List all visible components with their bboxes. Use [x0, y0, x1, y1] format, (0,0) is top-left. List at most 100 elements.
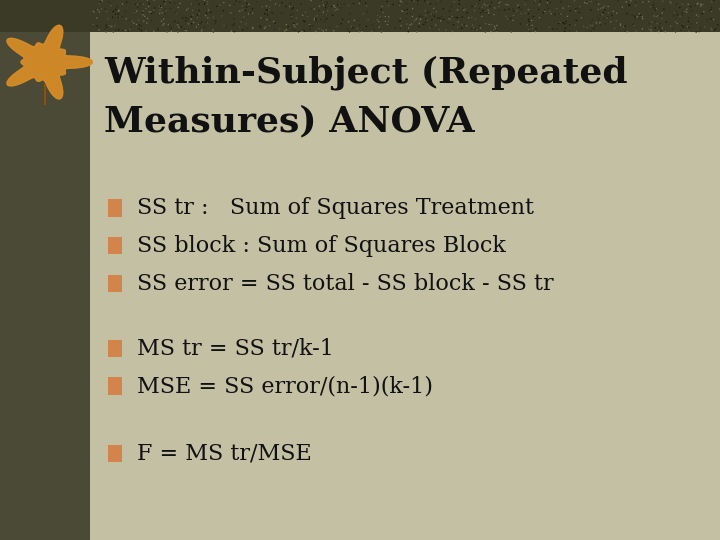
- Point: [148, 8, 159, 17]
- Point: [480, 2, 491, 10]
- Point: [672, 19, 683, 28]
- Point: [117, 0, 128, 9]
- Point: [467, 2, 478, 11]
- Point: [649, 17, 661, 26]
- Point: [474, 21, 485, 30]
- Point: [408, 0, 420, 5]
- Point: [579, 0, 590, 7]
- Point: [136, 26, 148, 35]
- Point: [337, 15, 348, 24]
- Point: [202, 0, 213, 9]
- Point: [305, 25, 316, 34]
- Point: [107, 8, 119, 16]
- Point: [234, 23, 246, 31]
- Point: [305, 4, 317, 13]
- Point: [172, 28, 184, 37]
- Point: [305, 0, 317, 5]
- Point: [502, 15, 513, 23]
- Point: [395, 22, 407, 30]
- Point: [335, 3, 346, 12]
- Point: [563, 2, 575, 10]
- Point: [407, 12, 418, 21]
- Point: [490, 24, 501, 32]
- Point: [194, 19, 206, 28]
- Point: [677, 0, 688, 9]
- Point: [475, 8, 487, 17]
- Point: [400, 14, 412, 23]
- Point: [683, 14, 694, 22]
- Point: [237, 2, 248, 10]
- Point: [528, 12, 539, 21]
- Point: [366, 21, 378, 30]
- Point: [251, 0, 263, 6]
- Point: [194, 6, 205, 15]
- Point: [588, 24, 599, 33]
- Point: [158, 21, 169, 30]
- Point: [94, 0, 106, 8]
- Point: [660, 28, 671, 36]
- Point: [680, 7, 691, 16]
- Point: [534, 1, 545, 9]
- Point: [529, 0, 541, 5]
- Point: [613, 0, 624, 5]
- Point: [262, 6, 274, 15]
- FancyBboxPatch shape: [108, 445, 122, 462]
- Point: [571, 27, 582, 36]
- Point: [322, 11, 333, 19]
- Point: [261, 17, 273, 25]
- Point: [276, 9, 287, 18]
- Point: [331, 5, 343, 14]
- Point: [645, 25, 657, 34]
- Point: [582, 0, 593, 6]
- Point: [207, 25, 219, 34]
- Point: [696, 0, 707, 9]
- Point: [621, 28, 633, 36]
- Point: [432, 14, 444, 23]
- Point: [476, 12, 487, 21]
- Point: [304, 22, 315, 30]
- Point: [435, 16, 446, 25]
- Point: [329, 3, 341, 11]
- Point: [615, 21, 626, 30]
- Point: [526, 21, 538, 30]
- Point: [148, 27, 159, 36]
- Point: [186, 19, 197, 28]
- Point: [135, 22, 147, 31]
- Point: [653, 28, 665, 36]
- Point: [655, 24, 667, 32]
- Point: [401, 20, 413, 29]
- Point: [113, 14, 125, 22]
- Point: [410, 15, 421, 24]
- Point: [245, 9, 256, 17]
- Point: [284, 0, 296, 8]
- Point: [139, 12, 150, 21]
- Point: [141, 19, 153, 28]
- Point: [285, 14, 297, 23]
- Point: [105, 2, 117, 10]
- Point: [477, 6, 488, 15]
- Point: [403, 24, 415, 32]
- Point: [426, 23, 438, 31]
- Point: [259, 10, 271, 18]
- Point: [264, 3, 275, 11]
- Point: [99, 5, 111, 14]
- Point: [491, 27, 503, 36]
- Point: [165, 4, 176, 13]
- Point: [237, 16, 248, 24]
- Point: [491, 21, 503, 30]
- Point: [218, 21, 230, 30]
- Point: [196, 26, 207, 35]
- Point: [395, 0, 406, 5]
- Point: [295, 0, 307, 8]
- Point: [690, 28, 702, 36]
- Point: [483, 20, 495, 29]
- Point: [383, 1, 395, 10]
- Point: [489, 22, 500, 31]
- Polygon shape: [7, 25, 92, 99]
- Point: [596, 3, 608, 12]
- Point: [120, 26, 131, 35]
- Point: [511, 6, 523, 15]
- Point: [647, 18, 658, 26]
- Point: [488, 10, 500, 19]
- Point: [645, 22, 657, 31]
